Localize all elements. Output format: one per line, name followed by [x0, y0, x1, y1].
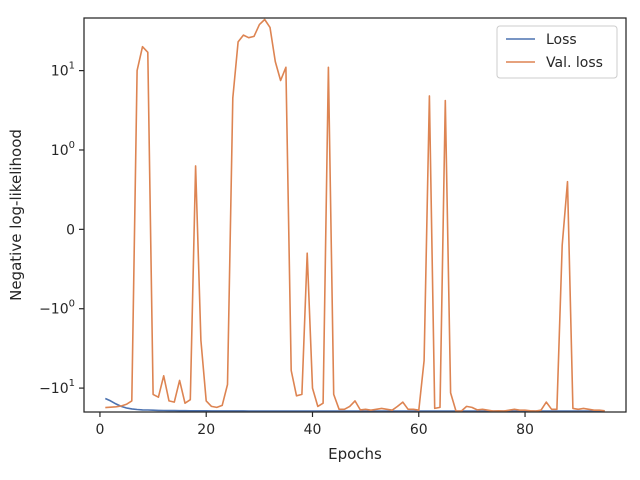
legend-label-val-loss: Val. loss — [546, 55, 603, 71]
y-tick-label: −100 — [39, 299, 75, 318]
x-tick-label: 40 — [304, 422, 322, 438]
y-tick-label: 100 — [51, 140, 75, 159]
x-tick-label: 60 — [410, 422, 428, 438]
series-group — [104, 18, 605, 412]
series-line-val-loss — [105, 18, 605, 412]
ticks-group: 0 20 40 60 80 101 100 0 −100 −101 — [39, 61, 534, 438]
series-line-loss — [104, 397, 605, 412]
legend-label-loss: Loss — [546, 32, 577, 48]
legend: Loss Val. loss — [496, 25, 618, 79]
y-tick-label: 0 — [66, 222, 75, 238]
x-tick-label: 80 — [516, 422, 534, 438]
y-tick-label: −101 — [39, 378, 75, 397]
x-axis-label: Epochs — [328, 445, 382, 463]
plot-frame — [83, 17, 627, 413]
y-tick-label: 101 — [51, 61, 75, 80]
plot-area — [84, 18, 626, 412]
x-tick-label: 0 — [95, 422, 104, 438]
y-axis-label: Negative log-likelihood — [7, 129, 25, 301]
x-tick-label: 20 — [197, 422, 215, 438]
